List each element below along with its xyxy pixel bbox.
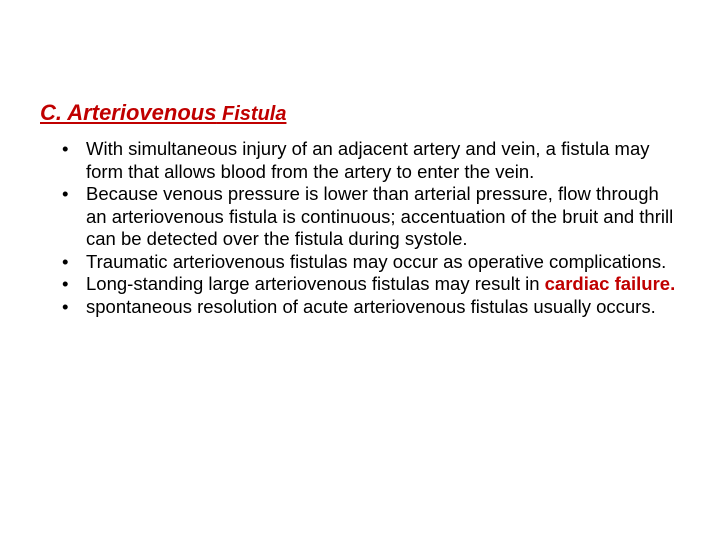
bullet-list: With simultaneous injury of an adjacent … xyxy=(40,138,680,319)
bullet-text: Long-standing large arteriovenous fistul… xyxy=(86,273,545,294)
heading-part-2: Fistula xyxy=(216,103,286,125)
highlight-text: cardiac failure. xyxy=(545,273,676,294)
bullet-text: Because venous pressure is lower than ar… xyxy=(86,183,673,249)
bullet-text: spontaneous resolution of acute arteriov… xyxy=(86,296,656,317)
bullet-text: Traumatic arteriovenous fistulas may occ… xyxy=(86,251,666,272)
list-item: Long-standing large arteriovenous fistul… xyxy=(58,273,680,296)
bullet-text: With simultaneous injury of an adjacent … xyxy=(86,138,650,182)
list-item: With simultaneous injury of an adjacent … xyxy=(58,138,680,183)
list-item: spontaneous resolution of acute arteriov… xyxy=(58,296,680,319)
heading-part-1: C. Arteriovenous xyxy=(40,100,216,125)
section-heading: C. Arteriovenous Fistula xyxy=(40,100,680,126)
list-item: Traumatic arteriovenous fistulas may occ… xyxy=(58,251,680,274)
slide-container: C. Arteriovenous Fistula With simultaneo… xyxy=(0,0,720,540)
list-item: Because venous pressure is lower than ar… xyxy=(58,183,680,251)
